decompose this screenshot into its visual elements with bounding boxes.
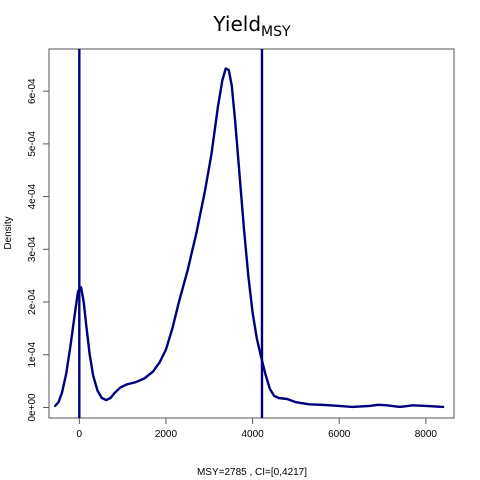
x-tick-label: 0	[77, 429, 83, 440]
plot-frame	[48, 48, 455, 419]
y-tick-label: 3e-04	[27, 236, 38, 262]
y-tick-label: 5e-04	[27, 131, 38, 157]
x-axis-label: MSY=2785 , CI=[0,4217]	[197, 467, 307, 478]
chart-title-subscript: MSY	[261, 24, 291, 40]
chart-title-main: Yield	[212, 12, 261, 36]
x-tick-label: 8000	[415, 429, 438, 440]
y-tick-label: 4e-04	[27, 183, 38, 209]
y-tick-label: 0e+00	[27, 393, 38, 422]
x-axis: 0 2000 4000 6000 8000	[77, 417, 438, 440]
y-tick-label: 2e-04	[27, 289, 38, 315]
x-tick-label: 2000	[155, 429, 178, 440]
x-tick-label: 4000	[241, 429, 264, 440]
x-tick-label: 6000	[328, 429, 351, 440]
y-axis-label: Density	[3, 216, 14, 249]
density-curve	[53, 67, 445, 409]
plot-area	[53, 49, 445, 418]
chart-title: YieldMSY	[212, 12, 291, 40]
y-axis: 0e+00 1e-04 2e-04 3e-04 4e-04 5e-04 6e-04	[27, 78, 50, 422]
y-tick-label: 6e-04	[27, 78, 38, 104]
y-tick-label: 1e-04	[27, 342, 38, 368]
